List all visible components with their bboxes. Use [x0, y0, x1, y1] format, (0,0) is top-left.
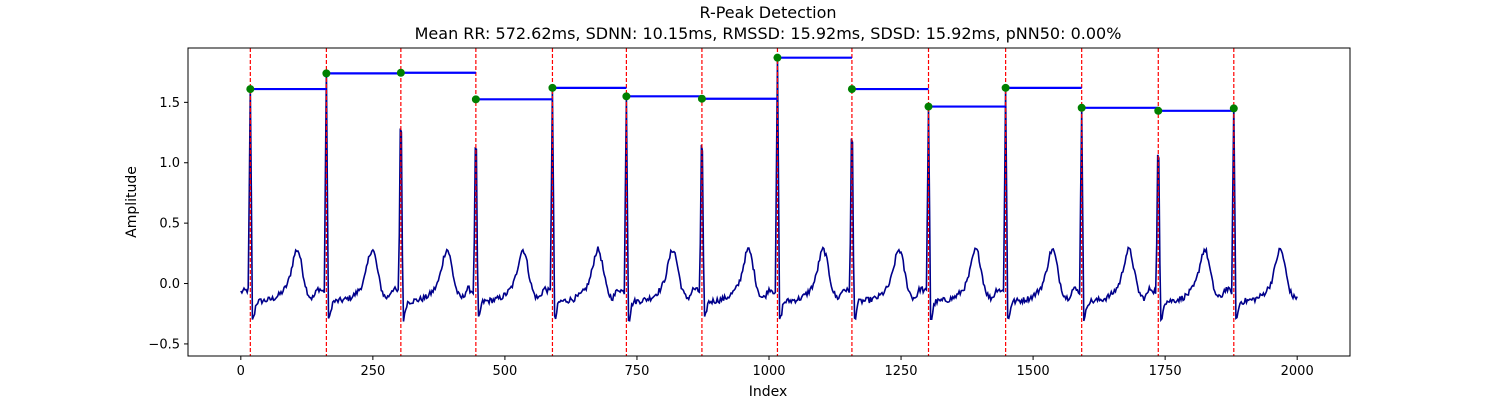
x-tick-label: 250	[360, 364, 385, 379]
peak-marker	[773, 53, 782, 62]
y-tick-label: 0.5	[159, 217, 180, 232]
peak-marker	[1001, 83, 1010, 92]
plot-layer	[240, 48, 1298, 356]
x-tick-label: 0	[237, 364, 245, 379]
y-axis-label: Amplitude	[124, 166, 140, 238]
peak-marker	[924, 102, 933, 111]
peak-marker	[322, 69, 331, 78]
peak-marker	[471, 95, 480, 104]
x-tick-label: 1000	[752, 364, 785, 379]
y-tick-label: 1.5	[159, 96, 180, 111]
y-tick-label: 1.0	[159, 156, 180, 171]
peak-marker	[246, 85, 255, 94]
peak-marker	[622, 92, 631, 101]
y-tick-label: −0.5	[148, 337, 180, 352]
y-tick-label: 0.0	[159, 277, 180, 292]
axes-layer: 0 250 500 750 1000 1250 1500 1750 2000 −0.5 0.0 0.5…	[148, 96, 1313, 379]
peak-marker	[1229, 104, 1238, 113]
chart-title: R-Peak Detection	[699, 3, 836, 22]
peak-marker	[396, 68, 405, 77]
chart-subtitle: Mean RR: 572.62ms, SDNN: 10.15ms, RMSSD:…	[415, 24, 1122, 43]
peak-marker	[548, 83, 557, 92]
peak-marker	[847, 85, 856, 94]
x-axis-label: Index	[749, 384, 788, 400]
peak-marker	[1077, 103, 1086, 112]
x-tick-label: 1250	[884, 364, 917, 379]
x-tick-label: 1500	[1017, 364, 1050, 379]
ecg-signal-line	[240, 57, 1298, 323]
x-tick-label: 2000	[1281, 364, 1314, 379]
plot-frame	[187, 47, 1351, 357]
peak-marker	[1154, 106, 1163, 115]
x-tick-label: 750	[625, 364, 650, 379]
peak-marker	[697, 94, 706, 103]
x-tick-label: 1750	[1149, 364, 1182, 379]
x-tick-label: 500	[492, 364, 517, 379]
